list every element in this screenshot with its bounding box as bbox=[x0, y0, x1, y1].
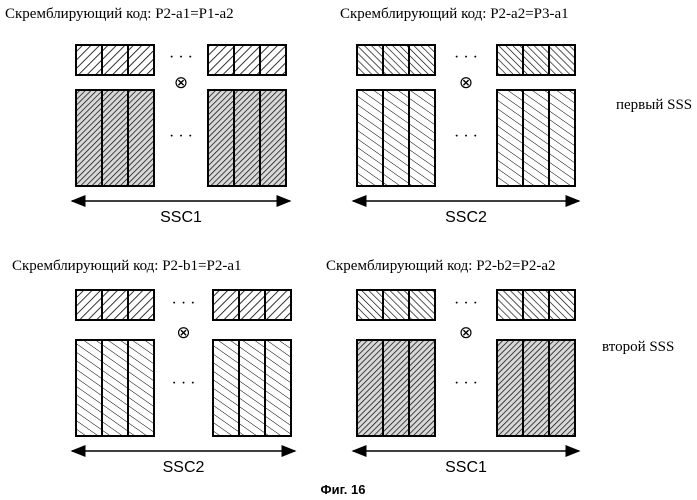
top-left-sequence-cell-1 bbox=[357, 290, 383, 320]
multiply-icon: ⊗ bbox=[459, 73, 473, 92]
top-left-sequence-cell-1 bbox=[76, 290, 102, 320]
ellipsis-top: · · · bbox=[169, 49, 193, 66]
bottom-left-sequence-cell-1 bbox=[357, 340, 383, 436]
top-right-sequence-cell-1 bbox=[497, 290, 523, 320]
bottom-left-sequence-cell-3 bbox=[128, 90, 154, 186]
bottom-left-sequence-cell-2 bbox=[102, 90, 128, 186]
bottom-right-sequence-cell-2 bbox=[523, 90, 549, 186]
scrambling-code-label: Скремблирующий код: P2-a1=P1-a2 bbox=[5, 6, 234, 22]
ellipsis-bottom: · · · bbox=[169, 128, 193, 145]
top-right-sequence-cell-1 bbox=[213, 290, 239, 320]
bottom-left-sequence-cell-1 bbox=[76, 90, 102, 186]
bottom-left-sequence-cell-2 bbox=[383, 90, 409, 186]
ellipsis-bottom: · · · bbox=[172, 375, 196, 392]
top-right-sequence-cell-3 bbox=[549, 45, 575, 75]
scrambling-code-label: Скремблирующий код: P2-a2=P3-a1 bbox=[340, 6, 569, 22]
bottom-right-sequence-cell-3 bbox=[549, 340, 575, 436]
top-right-sequence-cell-3 bbox=[549, 290, 575, 320]
bottom-right-sequence-cell-3 bbox=[260, 90, 286, 186]
bottom-right-sequence-cell-3 bbox=[265, 340, 291, 436]
ellipsis-top: · · · bbox=[172, 295, 196, 312]
ellipsis-top: · · · bbox=[454, 49, 478, 66]
top-right-sequence-cell-2 bbox=[239, 290, 265, 320]
bottom-right-sequence-cell-2 bbox=[239, 340, 265, 436]
ellipsis-bottom: · · · bbox=[454, 128, 478, 145]
top-right-sequence-cell-2 bbox=[523, 290, 549, 320]
sss-block-4: Скремблирующий код: P2-b2=P2-a2 · · · · · … bbox=[326, 258, 579, 476]
top-right-sequence-cell-3 bbox=[265, 290, 291, 320]
sss-block-1: Скремблирующий код: P2-a1=P1-a2 · · · · · … bbox=[5, 6, 290, 226]
scrambling-code-label: Скремблирующий код: P2-b2=P2-a2 bbox=[326, 258, 556, 274]
bottom-left-sequence-cell-3 bbox=[409, 90, 435, 186]
top-left-sequence-cell-3 bbox=[128, 45, 154, 75]
ssc-label: SSC2 bbox=[163, 459, 205, 476]
bottom-left-sequence-cell-3 bbox=[128, 340, 154, 436]
top-left-sequence-cell-3 bbox=[409, 290, 435, 320]
bottom-left-sequence-cell-2 bbox=[383, 340, 409, 436]
top-left-sequence-cell-2 bbox=[102, 290, 128, 320]
top-left-sequence-cell-3 bbox=[409, 45, 435, 75]
top-left-sequence-cell-1 bbox=[357, 45, 383, 75]
bottom-left-sequence-cell-2 bbox=[102, 340, 128, 436]
bottom-left-sequence-cell-3 bbox=[409, 340, 435, 436]
top-right-sequence-cell-3 bbox=[260, 45, 286, 75]
bottom-left-sequence-cell-1 bbox=[357, 90, 383, 186]
top-left-sequence-cell-2 bbox=[383, 45, 409, 75]
ellipsis-top: · · · bbox=[454, 295, 478, 312]
figure-caption: Фиг. 16 bbox=[321, 482, 366, 497]
top-right-sequence-cell-1 bbox=[208, 45, 234, 75]
sss-block-2: Скремблирующий код: P2-a2=P3-a1 · · · · · … bbox=[340, 6, 579, 226]
scrambling-code-label: Скремблирующий код: P2-b1=P2-a1 bbox=[12, 258, 242, 274]
sss-block-3: Скремблирующий код: P2-b1=P2-a1 · · · · · … bbox=[12, 258, 295, 476]
top-left-sequence-cell-2 bbox=[102, 45, 128, 75]
bottom-right-sequence-cell-2 bbox=[523, 340, 549, 436]
ellipsis-bottom: · · · bbox=[454, 375, 478, 392]
bottom-right-sequence-cell-1 bbox=[497, 340, 523, 436]
bottom-right-sequence-cell-1 bbox=[497, 90, 523, 186]
top-right-sequence-cell-2 bbox=[523, 45, 549, 75]
ssc-label: SSC2 bbox=[445, 209, 487, 226]
bottom-left-sequence-cell-1 bbox=[76, 340, 102, 436]
bottom-right-sequence-cell-2 bbox=[234, 90, 260, 186]
bottom-right-sequence-cell-1 bbox=[208, 90, 234, 186]
row-label-first-sss: первый SSS bbox=[616, 97, 692, 113]
top-right-sequence-cell-1 bbox=[497, 45, 523, 75]
multiply-icon: ⊗ bbox=[176, 323, 190, 342]
multiply-icon: ⊗ bbox=[174, 73, 188, 92]
top-right-sequence-cell-2 bbox=[234, 45, 260, 75]
ssc-label: SSC1 bbox=[445, 459, 487, 476]
top-left-sequence-cell-2 bbox=[383, 290, 409, 320]
row-label-second-sss: второй SSS bbox=[602, 339, 674, 355]
top-left-sequence-cell-1 bbox=[76, 45, 102, 75]
bottom-right-sequence-cell-3 bbox=[549, 90, 575, 186]
multiply-icon: ⊗ bbox=[459, 323, 473, 342]
bottom-right-sequence-cell-1 bbox=[213, 340, 239, 436]
top-left-sequence-cell-3 bbox=[128, 290, 154, 320]
ssc-label: SSC1 bbox=[160, 209, 202, 226]
